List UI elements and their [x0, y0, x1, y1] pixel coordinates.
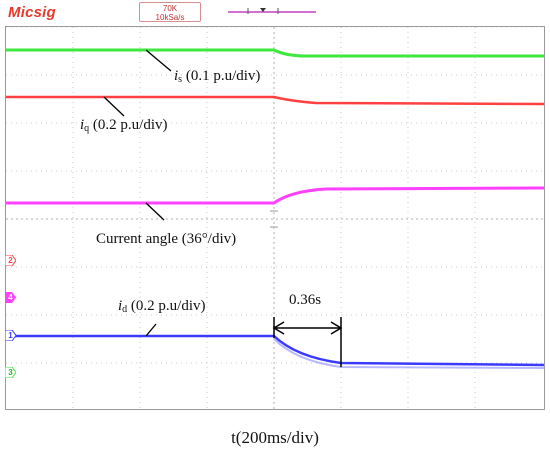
trigger-position-indicator[interactable] — [220, 0, 320, 18]
trace-is — [6, 48, 544, 58]
scope-grid — [6, 27, 544, 409]
memory-depth: 70K — [162, 4, 178, 13]
channel-1-marker[interactable]: 1 — [5, 330, 16, 341]
iq-symbol: i — [80, 117, 85, 133]
is-scale: (0.1 p.u/div) — [182, 68, 261, 84]
iq-subscript: q — [84, 123, 90, 134]
settling-time-dimension — [272, 317, 343, 367]
trace-iq — [6, 95, 544, 106]
settling-time-label: 0.36s — [289, 292, 322, 308]
waveform-layer — [6, 48, 544, 369]
channel-1-label: 1 — [8, 331, 13, 340]
scope-header: Micsig 70K 10kSa/s — [0, 0, 550, 26]
trace-id — [6, 334, 544, 367]
channel-4-label: 4 — [8, 293, 13, 302]
channel-1-arrow-icon — [5, 330, 16, 341]
is-annotation: is (0.1 p.u/div) — [174, 68, 260, 88]
pointer-iq — [103, 96, 125, 117]
channel-4-arrow-icon — [5, 292, 16, 303]
id-symbol: i — [118, 298, 123, 314]
pointer-angle — [145, 202, 165, 221]
id-subscript: d — [122, 304, 128, 315]
angle-annotation: Current angle (36°/div) — [96, 231, 237, 247]
x-axis-label: t(200ms/div) — [231, 428, 319, 447]
channel-2-marker[interactable]: 2 — [5, 255, 16, 266]
channel-3-label: 3 — [8, 368, 13, 377]
id-annotation: id (0.2 p.u/div) — [118, 298, 206, 318]
id-scale: (0.2 p.u/div) — [127, 298, 206, 314]
iq-annotation: iq (0.2 p.u/div) — [80, 117, 168, 137]
acquisition-info-box[interactable]: 70K 10kSa/s — [139, 2, 201, 22]
channel-3-arrow-icon — [5, 367, 16, 378]
channel-2-arrow-icon — [5, 255, 16, 266]
pointer-is — [145, 49, 172, 72]
channel-3-marker[interactable]: 3 — [5, 367, 16, 378]
is-subscript: s — [178, 74, 183, 85]
brand-logo: Micsig — [8, 4, 56, 21]
is-symbol: i — [174, 68, 179, 84]
trace-angle — [6, 186, 544, 205]
iq-scale: (0.2 p.u/div) — [89, 117, 168, 133]
channel-4-marker[interactable]: 4 — [5, 292, 16, 303]
pointer-id — [145, 323, 157, 337]
sample-rate: 10kSa/s — [155, 13, 185, 22]
channel-2-label: 2 — [8, 256, 13, 265]
oscilloscope-screen — [5, 26, 545, 410]
